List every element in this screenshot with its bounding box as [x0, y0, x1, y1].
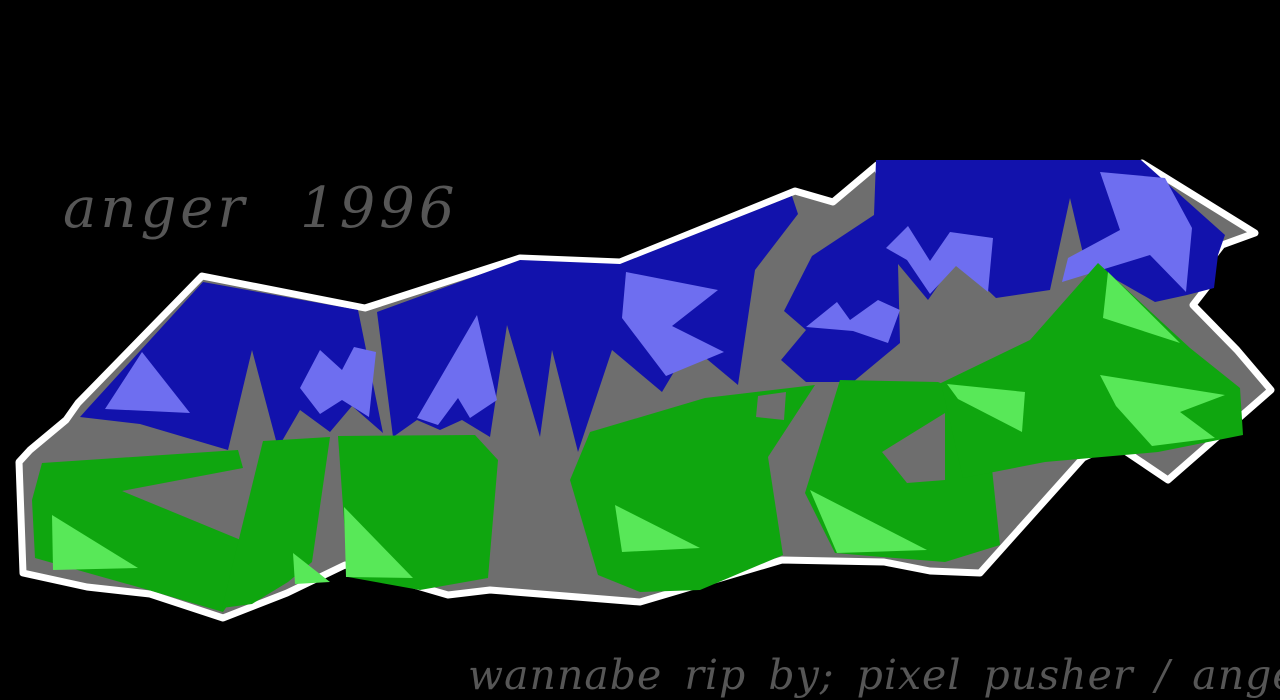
green-highlight-2 [293, 553, 330, 584]
green-highlight-1 [52, 515, 138, 570]
green-highlight-5 [810, 490, 927, 553]
blue-highlight-6 [886, 226, 993, 294]
green-highlight-6c [947, 384, 1025, 432]
blue-highlight-7 [1062, 172, 1192, 292]
green-highlight-4 [615, 505, 700, 552]
ripper-credit-text: wannabe rip by; pixel pusher / anger [468, 651, 1280, 699]
blue-highlight-1 [105, 352, 190, 413]
green-highlight-3 [344, 507, 413, 578]
blue-highlight-3 [417, 315, 497, 425]
green-letter-1 [32, 450, 260, 612]
blue-highlight-5 [806, 300, 900, 343]
blue-highlights [105, 172, 1192, 425]
blue-highlight-2 [300, 347, 376, 417]
green-letter-4-counter [756, 392, 786, 420]
green-letter-5-counter [882, 413, 945, 483]
blue-highlight-4 [622, 272, 724, 376]
green-highlight-6a [1103, 272, 1180, 343]
artist-year-text: anger 1996 [63, 176, 459, 241]
green-highlights [52, 272, 1225, 584]
green-highlight-6b [1100, 375, 1225, 446]
